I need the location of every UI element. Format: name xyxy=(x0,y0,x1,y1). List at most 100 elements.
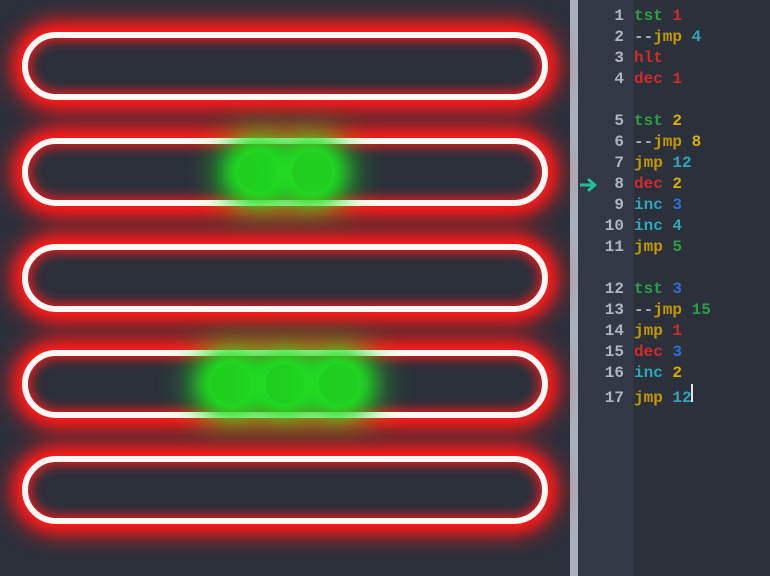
code-token: 1 xyxy=(672,321,682,342)
current-line-arrow-icon xyxy=(578,174,602,195)
code-token xyxy=(663,321,673,342)
register-panel xyxy=(0,0,570,576)
code-line[interactable]: 6 --jmp 8 xyxy=(578,132,770,153)
code-line[interactable]: 14 jmp 1 xyxy=(578,321,770,342)
code-line[interactable]: 7 jmp 12 xyxy=(578,153,770,174)
code-token: inc xyxy=(634,195,663,216)
code-token: jmp xyxy=(653,27,682,48)
code-token: 2 xyxy=(672,363,682,384)
code-token: 4 xyxy=(692,27,702,48)
line-number: 7 xyxy=(578,153,630,174)
code-token: dec xyxy=(634,342,663,363)
register-ball xyxy=(265,364,305,404)
code-token: jmp xyxy=(634,237,663,258)
code-line[interactable]: 10 inc 4 xyxy=(578,216,770,237)
register-2 xyxy=(22,138,548,206)
code-token xyxy=(663,216,673,237)
code-token: 5 xyxy=(672,237,682,258)
code-token xyxy=(663,195,673,216)
code-token xyxy=(663,363,673,384)
code-token xyxy=(663,153,673,174)
code-token: tst xyxy=(634,6,663,27)
register-4 xyxy=(22,350,548,418)
code-line[interactable]: 5 tst 2 xyxy=(578,111,770,132)
register-ball xyxy=(211,364,251,404)
line-number: 1 xyxy=(578,6,630,27)
code-token: -- xyxy=(634,27,653,48)
code-token xyxy=(682,132,692,153)
code-line[interactable]: 11 jmp 5 xyxy=(578,237,770,258)
register-ball xyxy=(319,364,359,404)
line-number: 12 xyxy=(578,279,630,300)
code-token: -- xyxy=(634,300,653,321)
line-number: 9 xyxy=(578,195,630,216)
code-token: -- xyxy=(634,132,653,153)
register-ball xyxy=(292,152,332,192)
code-token xyxy=(663,6,673,27)
register-5 xyxy=(22,456,548,524)
code-line[interactable]: 13 --jmp 15 xyxy=(578,300,770,321)
code-token: inc xyxy=(634,216,663,237)
code-line[interactable]: 1 tst 1 xyxy=(578,6,770,27)
register-3 xyxy=(22,244,548,312)
code-token xyxy=(682,300,692,321)
line-number: 13 xyxy=(578,300,630,321)
code-token: hlt xyxy=(634,48,663,69)
code-token xyxy=(663,111,673,132)
line-number: 4 xyxy=(578,69,630,90)
line-number: 16 xyxy=(578,363,630,384)
code-token xyxy=(663,279,673,300)
code-token: 15 xyxy=(692,300,711,321)
code-token: 8 xyxy=(692,132,702,153)
code-editor[interactable]: 1 tst 12 --jmp 43 hlt4 dec 15 tst 26 --j… xyxy=(578,0,770,576)
code-token: 3 xyxy=(672,279,682,300)
line-number: 10 xyxy=(578,216,630,237)
code-line[interactable]: 17 jmp 12 xyxy=(578,384,770,405)
code-line[interactable]: 15 dec 3 xyxy=(578,342,770,363)
code-token: dec xyxy=(634,174,663,195)
register-1 xyxy=(22,32,548,100)
line-number: 15 xyxy=(578,342,630,363)
code-token: jmp xyxy=(634,388,663,409)
line-number: 17 xyxy=(578,388,630,409)
code-token xyxy=(682,27,692,48)
code-token xyxy=(663,388,673,409)
code-line[interactable]: 16 inc 2 xyxy=(578,363,770,384)
line-number: 3 xyxy=(578,48,630,69)
code-line[interactable]: 2 --jmp 4 xyxy=(578,27,770,48)
code-token xyxy=(663,69,673,90)
code-token xyxy=(663,174,673,195)
code-token: 12 xyxy=(672,388,691,409)
line-number: 14 xyxy=(578,321,630,342)
code-line[interactable]: 9 inc 3 xyxy=(578,195,770,216)
code-token: jmp xyxy=(653,300,682,321)
code-token: inc xyxy=(634,363,663,384)
code-token xyxy=(663,237,673,258)
line-number: 5 xyxy=(578,111,630,132)
code-token: jmp xyxy=(634,153,663,174)
code-line[interactable]: 3 hlt xyxy=(578,48,770,69)
code-token xyxy=(663,342,673,363)
code-token: 2 xyxy=(672,174,682,195)
code-token: tst xyxy=(634,111,663,132)
code-line[interactable]: 8 dec 2 xyxy=(578,174,770,195)
code-token: 1 xyxy=(672,6,682,27)
line-number: 11 xyxy=(578,237,630,258)
line-number: 6 xyxy=(578,132,630,153)
code-token: 3 xyxy=(672,195,682,216)
code-token: tst xyxy=(634,279,663,300)
code-line[interactable]: 12 tst 3 xyxy=(578,279,770,300)
code-token: jmp xyxy=(634,321,663,342)
code-line[interactable]: 4 dec 1 xyxy=(578,69,770,90)
code-token: 1 xyxy=(672,69,682,90)
register-ball xyxy=(238,152,278,192)
code-token: 2 xyxy=(672,111,682,132)
line-number: 2 xyxy=(578,27,630,48)
text-cursor xyxy=(691,384,693,402)
code-token: 4 xyxy=(672,216,682,237)
panel-divider xyxy=(570,0,578,576)
code-token: dec xyxy=(634,69,663,90)
code-token: 3 xyxy=(672,342,682,363)
code-token: jmp xyxy=(653,132,682,153)
code-token: 12 xyxy=(672,153,691,174)
